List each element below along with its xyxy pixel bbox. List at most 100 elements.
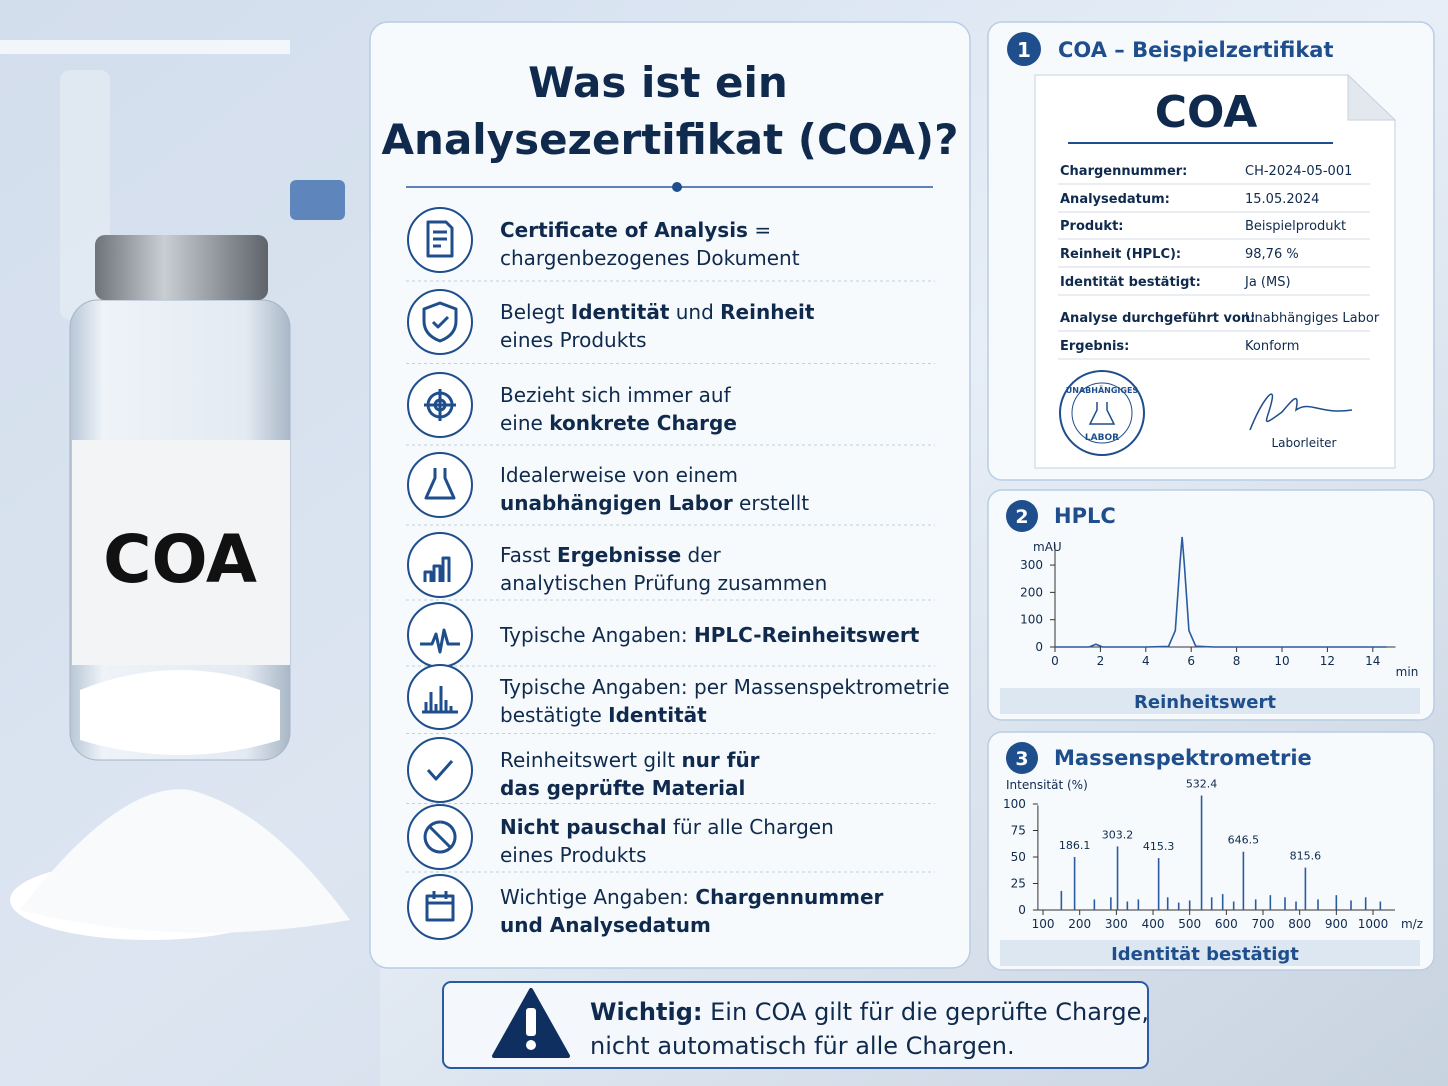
x-tick-label: 200 [1068, 917, 1091, 931]
text-line: Fasst Ergebnisse der [500, 543, 722, 567]
text-segment: und [669, 300, 720, 324]
text-segment: analytischen Prüfung zusammen [500, 571, 827, 595]
text-segment: Typische Angaben: per Massenspektrometri… [499, 675, 950, 699]
text-segment: Certificate of Analysis [500, 218, 748, 242]
text-segment: Nicht pauschal [500, 815, 667, 839]
light [0, 40, 290, 54]
stamp-inner [1071, 382, 1133, 444]
text-segment: konkrete Charge [549, 411, 737, 435]
stamp-text: LABOR [1085, 433, 1119, 443]
caption-band [1000, 688, 1420, 714]
item-icon-glyph [422, 301, 458, 343]
x-tick-label: 700 [1252, 917, 1275, 931]
warning-icon-dot [526, 1040, 536, 1050]
y-tick-label: 75 [1011, 824, 1026, 838]
stamp-text: UNABHÄNGIGES [1066, 385, 1139, 395]
caption: Identität bestätigt [1111, 944, 1299, 965]
text-segment: Typische Angaben: [499, 623, 694, 647]
text-line: eines Produkts [500, 328, 647, 352]
x-tick-label: 600 [1215, 917, 1238, 931]
text-segment: HPLC-Reinheitswert [694, 623, 920, 647]
x-tick-label: 1000 [1358, 917, 1389, 931]
text-segment: Chargennummer [695, 885, 883, 909]
peak-label: 415.3 [1143, 840, 1175, 853]
y-tick-label: 100 [1020, 613, 1043, 627]
y-tick-label: 25 [1011, 877, 1026, 891]
peak-label: 646.5 [1228, 834, 1260, 847]
certificate-sheet [1034, 74, 1396, 469]
y-axis-label: mAU [1033, 540, 1062, 554]
y-tick-label: 50 [1011, 850, 1026, 864]
peak-label: 815.6 [1290, 850, 1322, 863]
text-line: analytischen Prüfung zusammen [500, 571, 827, 595]
field-value: CH-2024-05-001 [1245, 164, 1352, 179]
y-tick-label: 0 [1035, 640, 1043, 654]
caption: Reinheitswert [1134, 692, 1276, 713]
text-segment: Belegt [500, 300, 571, 324]
text-line: unabhängigen Labor erstellt [500, 491, 809, 515]
panel-title: Massenspektrometrie [1054, 746, 1312, 770]
text-segment: Reinheit [720, 300, 815, 324]
peak-label: 532.4 [1186, 778, 1218, 791]
text-line: Typische Angaben: HPLC-Reinheitswert [499, 623, 920, 647]
item-icon-glyph [426, 220, 454, 258]
text-segment: eine [500, 411, 549, 435]
field-label: Analysedatum: [1060, 192, 1170, 207]
field-label: Ergebnis: [1060, 339, 1129, 354]
badge [1006, 742, 1038, 774]
field-value: 15.05.2024 [1245, 192, 1319, 207]
field-label: Identität bestätigt: [1060, 275, 1201, 290]
text-line: Certificate of Analysis = [500, 218, 771, 242]
item-icon-glyph [426, 760, 454, 781]
warning-box [442, 981, 1149, 1069]
warning-text: Wichtig: Ein COA gilt für die geprüfte C… [590, 998, 1149, 1060]
field-value: Konform [1245, 339, 1299, 354]
text-line: Typische Angaben: per Massenspektrometri… [499, 675, 950, 699]
x-tick-label: 400 [1142, 917, 1165, 931]
text-segment: Bezieht sich immer auf [500, 383, 732, 407]
x-tick-label: 900 [1325, 917, 1348, 931]
field-value: Ja (MS) [1244, 275, 1291, 290]
x-tick-label: 12 [1320, 654, 1335, 668]
text-segment: der [681, 543, 721, 567]
text-segment: nur für [681, 748, 759, 772]
item-icon-glyph [423, 556, 451, 582]
y-tick-label: 200 [1020, 585, 1043, 599]
text-line: Nicht pauschal für alle Chargen [500, 815, 834, 839]
chromatogram-line [1055, 536, 1387, 648]
badge-number: 3 [1015, 748, 1028, 770]
powder-pile [20, 789, 350, 933]
item-icon-glyph [420, 628, 460, 654]
x-tick-label: 800 [1288, 917, 1311, 931]
vial-cap [95, 235, 268, 300]
y-tick-label: 100 [1003, 797, 1026, 811]
panel-title: COA – Beispielzertifikat [1058, 38, 1334, 62]
text-segment: und Analysedatum [500, 913, 711, 937]
signature-label: Laborleiter [1271, 436, 1336, 450]
text-segment: Reinheitswert gilt [500, 748, 681, 772]
item-icon [407, 289, 473, 355]
text-segment: Ergebnisse [557, 543, 681, 567]
text-segment: erstellt [733, 491, 810, 515]
warning-icon-bar [526, 1008, 536, 1036]
text-segment: eines Produkts [500, 843, 647, 867]
field-label: Chargennummer: [1060, 164, 1187, 179]
field-list: Chargennummer: CH-2024-05-001 Analysedatum… [1058, 164, 1380, 360]
badge-number: 2 [1015, 506, 1028, 528]
text-segment: eines Produkts [500, 328, 647, 352]
field-value: Beispielprodukt [1245, 219, 1346, 234]
panel-title: HPLC [1054, 504, 1116, 528]
field-value: Unabhängiges Labor [1245, 311, 1380, 326]
certificate-heading: COA [1155, 87, 1258, 138]
text-segment: bestätigte [500, 703, 608, 727]
text-line: eine konkrete Charge [500, 411, 737, 435]
title: Was ist ein [528, 58, 788, 107]
y-axis-label: Intensität (%) [1006, 778, 1088, 792]
x-tick-label: 6 [1187, 654, 1195, 668]
x-tick-label: 8 [1233, 654, 1241, 668]
vial-label-text: COA [103, 521, 257, 598]
x-axis-label: min [1396, 665, 1419, 679]
item-icon [407, 452, 473, 518]
text-segment: Wichtige Angaben: [500, 885, 695, 909]
